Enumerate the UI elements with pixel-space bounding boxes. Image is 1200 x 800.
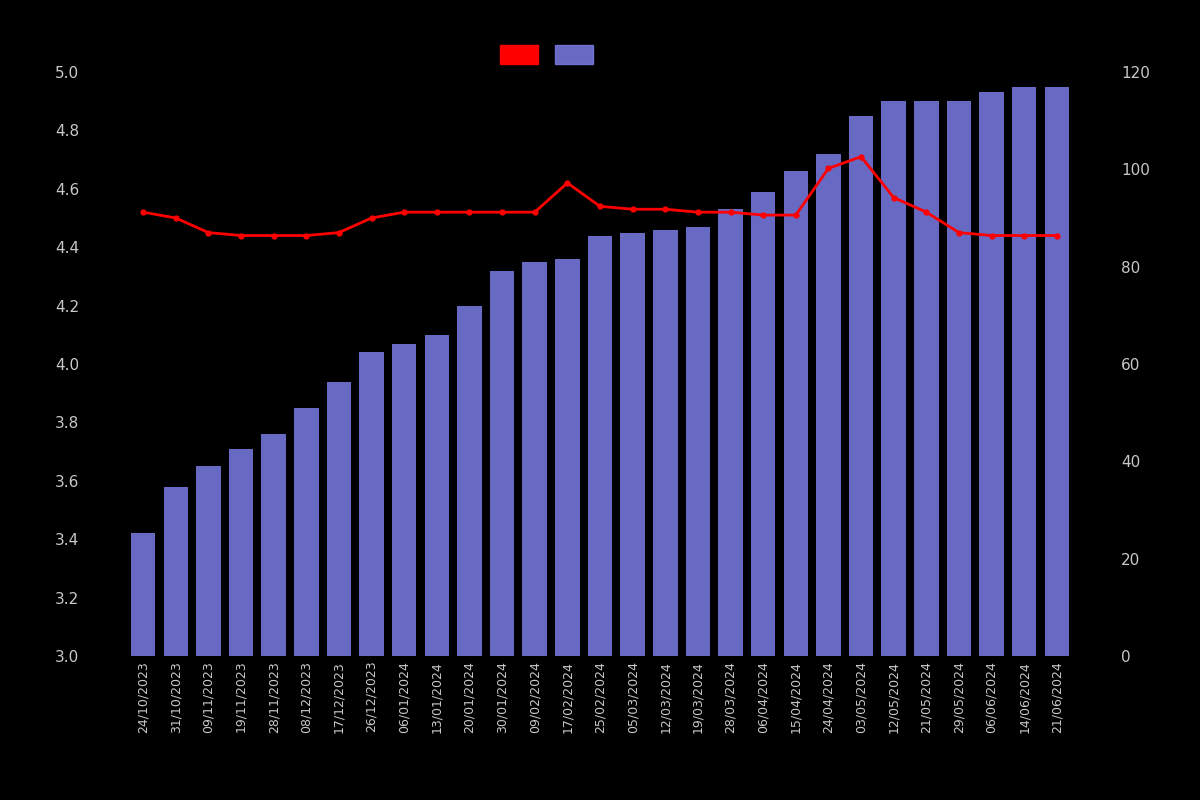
Bar <box>947 101 971 656</box>
Bar <box>457 306 481 656</box>
Bar <box>359 352 384 656</box>
Bar <box>914 101 938 656</box>
Bar <box>620 233 644 656</box>
Bar <box>522 262 547 656</box>
Bar <box>1012 86 1037 656</box>
Bar <box>131 534 155 656</box>
Bar <box>294 408 318 656</box>
Bar <box>196 466 221 656</box>
Bar <box>784 171 808 656</box>
Bar <box>392 343 416 656</box>
Bar <box>719 210 743 656</box>
Bar <box>882 101 906 656</box>
Bar <box>751 192 775 656</box>
Bar <box>163 486 188 656</box>
Bar <box>326 382 352 656</box>
Bar <box>425 335 449 656</box>
Bar <box>1045 86 1069 656</box>
Bar <box>653 230 678 656</box>
Legend: , : , <box>493 38 604 70</box>
Bar <box>262 434 286 656</box>
Bar <box>556 259 580 656</box>
Bar <box>816 154 841 656</box>
Bar <box>848 116 874 656</box>
Bar <box>685 226 710 656</box>
Bar <box>588 235 612 656</box>
Bar <box>490 270 515 656</box>
Bar <box>979 93 1004 656</box>
Bar <box>229 449 253 656</box>
